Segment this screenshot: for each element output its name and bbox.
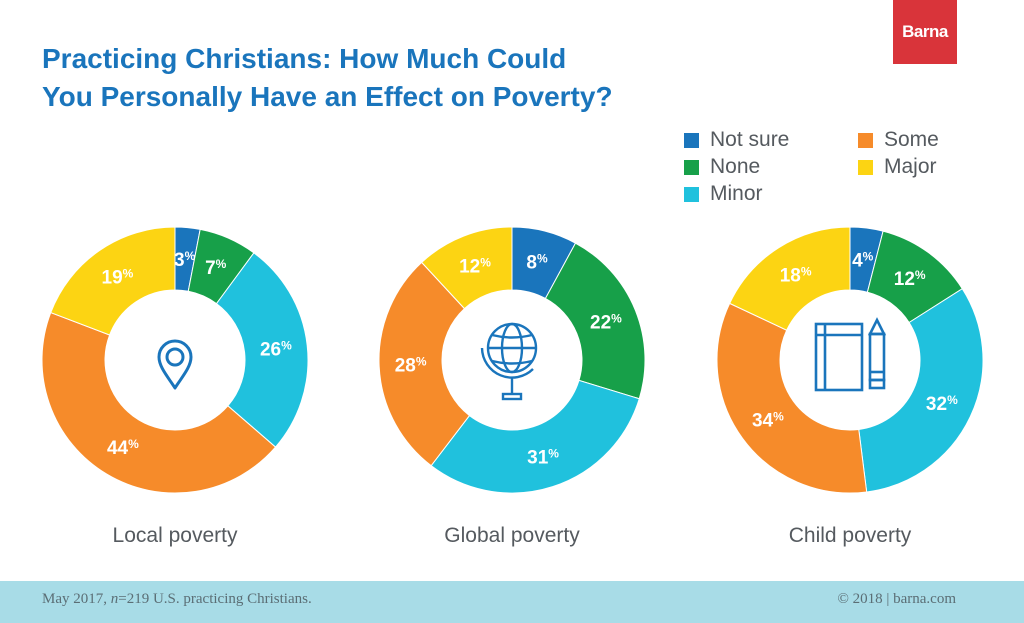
source-date: May 2017, [42,591,107,607]
legend-label-none: None [710,155,761,178]
slice-major [420,226,513,310]
legend-swatch-none [684,159,699,175]
source-note: May 2017, n=219 U.S. practicing Christia… [42,591,312,608]
legend-swatch-minor [684,186,699,202]
legend-swatch-some [858,132,873,148]
chart-title-local-poverty: Local poverty [113,524,238,547]
legend-item-none: None [684,155,760,179]
notebook-pencil-icon [814,317,887,392]
source-sample: =219 U.S. practicing Christians. [118,591,312,607]
chart-title-child-poverty: Child poverty [789,524,912,547]
chart-title-global-poverty: Global poverty [444,524,580,547]
legend-swatch-not-sure [684,132,699,148]
footer-bar: May 2017, n=219 U.S. practicing Christia… [0,581,1024,623]
donut-local-poverty: 3%7%26%44%19%Local poverty [41,226,309,547]
slice-minor [858,288,984,493]
legend-item-some: Some [858,128,939,152]
donut-charts: 3%7%26%44%19%Local poverty 8%22%31%28%12%… [41,226,984,547]
title-line-2: You Personally Have an Effect on Poverty… [42,81,613,112]
legend-swatch-major [858,159,873,175]
credit: © 2018 | barna.com [837,591,956,607]
page-title: Practicing Christians: How Much Could Yo… [42,40,682,116]
globe-icon [480,322,538,401]
legend-item-major: Major [858,155,937,179]
source-n-label: n [110,591,119,607]
legend-label-some: Some [884,128,939,151]
legend-item-minor: Minor [684,182,763,206]
slice-minor [215,252,309,448]
legend-label-not-sure: Not sure [710,128,790,151]
chart-legend: Not sure None Minor Some Major [684,128,984,212]
slice-some [716,302,868,494]
slice-some [378,261,471,467]
slice-none [544,242,646,400]
slice-major [728,226,851,331]
barna-logo: Barna [893,0,957,64]
slice-minor [430,379,640,494]
title-line-1: Practicing Christians: How Much Could [42,43,567,74]
donut-child-poverty: 4%12%32%34%18%Child poverty [716,226,984,547]
legend-label-major: Major [884,155,937,178]
location-pin-icon [157,339,193,390]
donut-global-poverty: 8%22%31%28%12%Global poverty [378,226,646,547]
slice-some [41,311,277,494]
legend-label-minor: Minor [710,182,763,205]
slice-major [50,226,176,336]
legend-item-not-sure: Not sure [684,128,789,152]
